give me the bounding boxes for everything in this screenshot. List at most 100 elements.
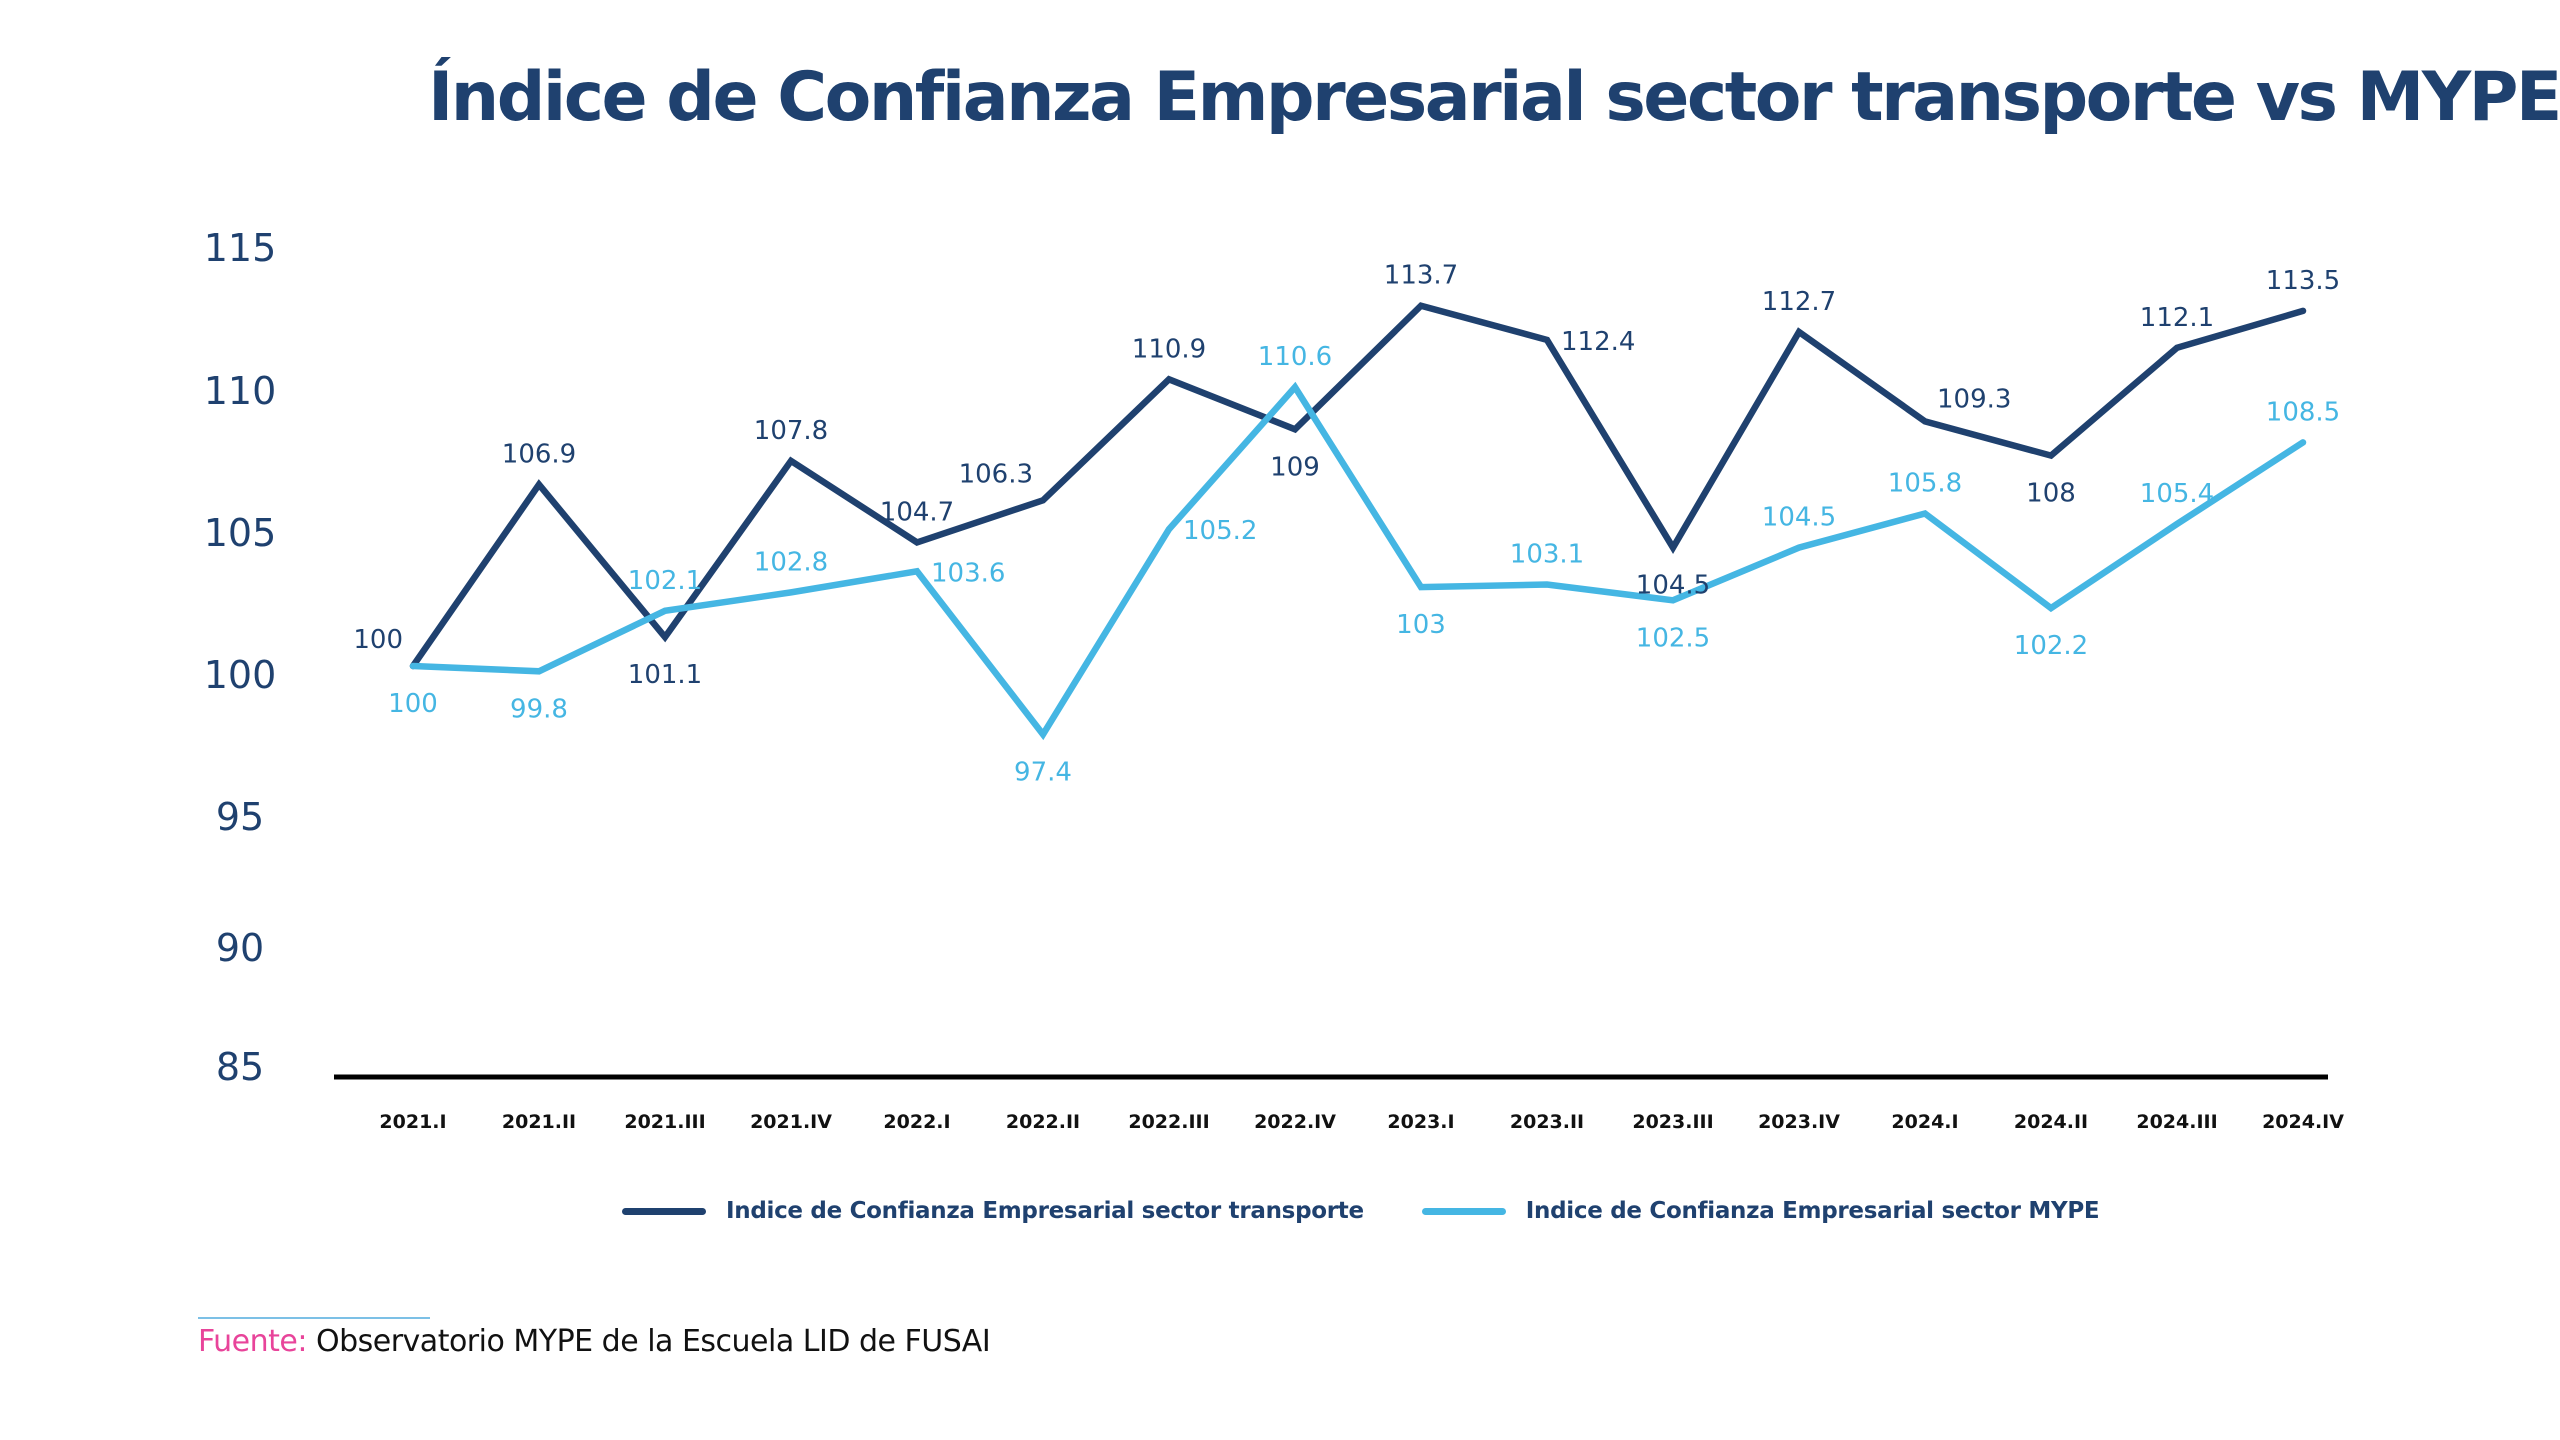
data-point [2050,607,2052,609]
data-point [1546,339,1548,341]
data-label: 106.3 [959,459,1033,489]
data-label: 105.8 [1888,468,1962,498]
data-label: 103.6 [931,558,1005,588]
legend: Indice de Confianza Empresarial sector t… [622,1198,2157,1224]
data-label: 104.5 [1762,503,1836,533]
x-tick-label: 2024.I [1891,1111,1958,1133]
x-tick-label: 2021.III [624,1111,705,1133]
x-tick-label: 2023.III [1632,1111,1713,1133]
x-tick-label: 2024.IV [2262,1111,2344,1133]
data-label: 113.5 [2266,266,2340,296]
data-label: 102.8 [754,547,828,577]
data-point [2176,523,2178,525]
y-tick-label: 105 [204,511,277,555]
data-point [916,541,918,543]
data-label: 106.9 [502,440,576,470]
data-point [538,484,540,486]
data-point [1672,599,1674,601]
data-label: 104.7 [880,497,954,527]
data-label: 99.8 [510,694,568,724]
chart-title: Índice de Confianza Empresarial sector t… [428,58,2560,137]
data-label: 103.1 [1510,539,1584,569]
data-label: 110.6 [1258,342,1332,372]
data-label: 108 [2026,479,2076,509]
series-line-mype [409,381,2307,741]
data-label: 102.2 [2014,631,2088,661]
y-tick-label: 95 [216,795,264,839]
data-label: 112.7 [1762,287,1836,317]
data-point [538,670,540,672]
legend-swatch-transporte [622,1207,706,1215]
legend-label: Indice de Confianza Empresarial sector M… [1525,1198,2100,1224]
x-tick-label: 2023.II [1510,1111,1584,1133]
data-label: 102.1 [628,566,702,596]
x-tick-label: 2022.II [1006,1111,1080,1133]
data-point [2050,455,2052,457]
data-label: 112.4 [1561,327,1635,357]
data-label: 107.8 [754,416,828,446]
data-point [1798,331,1800,333]
data-point [1420,586,1422,588]
data-point [1672,547,1674,549]
x-tick-label: 2021.IV [750,1111,832,1133]
data-point [790,460,792,462]
data-point [1294,386,1296,388]
x-tick-label: 2023.IV [1758,1111,1840,1133]
data-point [1168,378,1170,380]
source-text: Observatorio MYPE de la Escuela LID de F… [306,1324,991,1359]
data-point [1924,420,1926,422]
source-note: Fuente: Observatorio MYPE de la Escuela … [198,1324,991,1359]
data-label: 101.1 [628,660,702,690]
legend-swatch-mype [1421,1207,1506,1215]
data-point [1042,499,1044,501]
data-label: 104.5 [1636,571,1710,601]
data-label: 113.7 [1384,261,1458,291]
data-label: 109 [1270,452,1320,482]
data-label: 102.5 [1636,623,1710,653]
legend-item-mype[interactable]: Indice de Confianza Empresarial sector M… [1421,1198,2100,1224]
data-point [1420,305,1422,307]
data-point [1924,512,1926,514]
x-tick-label: 2021.I [379,1111,446,1133]
data-label: 108.5 [2266,397,2340,427]
x-axis: 2021.I 2021.II 2021.III 2021.IV 2022.I 2022.I… [379,1111,2344,1133]
data-label: 105.4 [2140,479,2214,509]
data-point [790,591,792,593]
data-point [2176,347,2178,349]
data-point [664,610,666,612]
x-tick-label: 2024.II [2014,1111,2088,1133]
x-tick-label: 2022.I [883,1111,950,1133]
data-label: 100 [353,625,403,655]
legend-label: Indice de Confianza Empresarial sector t… [726,1198,1364,1224]
data-point [412,665,414,667]
data-point [664,636,666,638]
data-point [1294,428,1296,430]
source-label: Fuente: [198,1324,307,1359]
data-point [916,570,918,572]
x-tick-label: 2023.I [1387,1111,1454,1133]
data-label: 97.4 [1014,757,1072,787]
x-tick-label: 2022.IV [1254,1111,1336,1133]
data-point [2302,310,2304,312]
data-label: 100 [388,689,438,719]
series-line-transporte [409,302,2307,670]
data-label: 112.1 [2140,303,2214,333]
x-tick-label: 2021.II [502,1111,576,1133]
data-label: 109.3 [1937,384,2011,414]
x-tick-label: 2024.III [2136,1111,2217,1133]
y-tick-label: 115 [204,226,277,270]
data-point [1168,528,1170,530]
series-lines [409,302,2307,741]
y-axis: 115 110 105 100 95 90 85 [204,226,277,1089]
data-label: 110.9 [1132,334,1206,364]
y-tick-label: 85 [216,1045,264,1089]
y-tick-label: 90 [216,926,264,970]
data-point [1546,583,1548,585]
x-tick-label: 2022.III [1128,1111,1209,1133]
legend-item-transporte[interactable]: Indice de Confianza Empresarial sector t… [622,1198,1364,1224]
data-label: 103 [1396,610,1446,640]
source-divider [198,1317,430,1319]
data-point [2302,441,2304,443]
